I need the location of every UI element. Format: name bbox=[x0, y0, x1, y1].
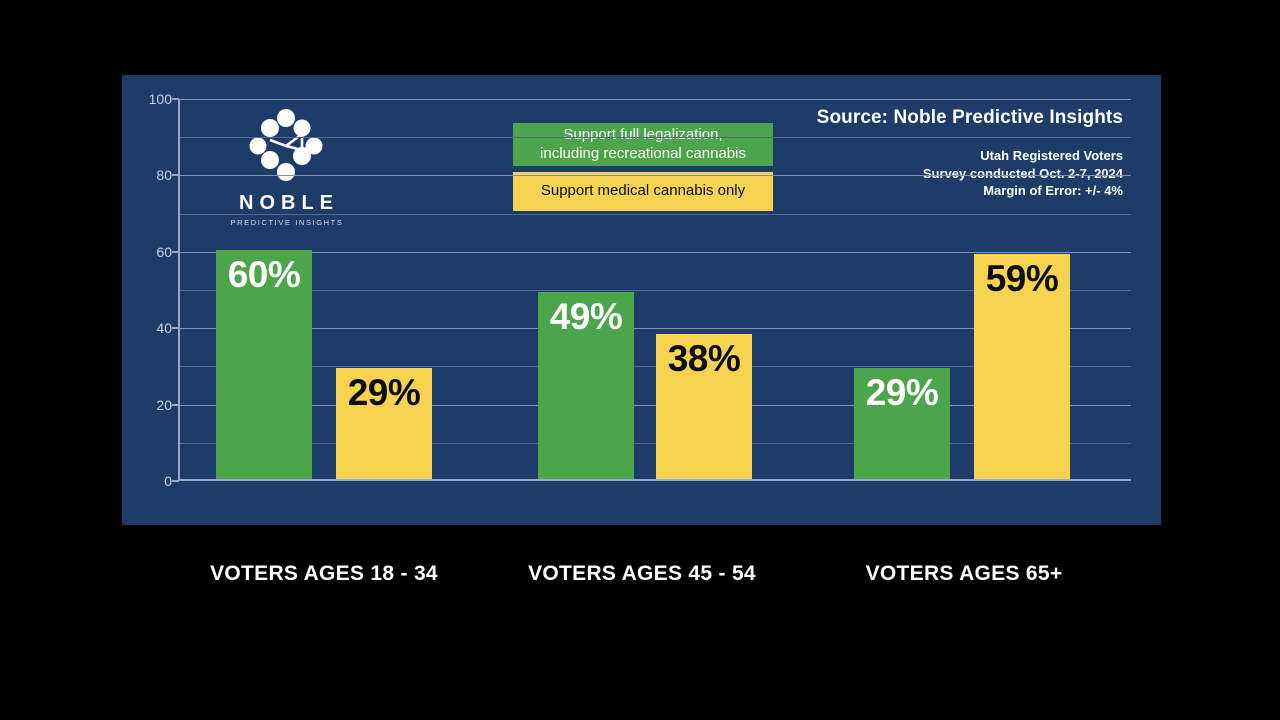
source-line-survey-dates: Survey conducted Oct. 2-7, 2024 bbox=[922, 165, 1123, 181]
logo-wordmark: NOBLE bbox=[239, 192, 339, 214]
y-tick-mark-60 bbox=[172, 250, 179, 253]
gridline-40 bbox=[178, 328, 1131, 330]
plot-area: 60% 29% 49% 38% 29% 59% bbox=[178, 99, 1131, 481]
category-label-45-54: VOTERS AGES 45 - 54 bbox=[528, 562, 756, 585]
bar-65-plus-full-legalization[interactable]: 29% bbox=[854, 368, 950, 479]
gridline-50 bbox=[178, 290, 1131, 291]
gridline-90 bbox=[178, 137, 1131, 139]
y-tick-mark-20 bbox=[172, 403, 179, 406]
bar-value-18-34-medical-only: 29% bbox=[347, 372, 421, 414]
gridline-80 bbox=[178, 175, 1131, 177]
y-axis-tick-labels: 0 20 40 60 80 100 bbox=[122, 91, 179, 489]
source-title: Source: Noble Predictive Insights bbox=[816, 107, 1123, 128]
source-line-margin-of-error: Margin of Error: +/- 4% bbox=[983, 183, 1123, 199]
bar-45-54-full-legalization[interactable]: 49% bbox=[538, 291, 634, 479]
legend-label-line1: Support full legalization, bbox=[563, 126, 723, 144]
y-tick-mark-0 bbox=[172, 480, 179, 482]
gridline-60 bbox=[178, 251, 1131, 253]
bar-value-18-34-full-legalization: 60% bbox=[227, 253, 301, 295]
bar-value-65-plus-full-legalization: 29% bbox=[865, 372, 939, 414]
bar-18-34-medical-only[interactable]: 29% bbox=[336, 368, 432, 479]
y-tick-0: 0 bbox=[164, 473, 172, 489]
y-tick-mark-80 bbox=[172, 174, 179, 177]
bar-45-54-medical-only[interactable]: 38% bbox=[656, 333, 752, 479]
logo-tagline: PREDICTIVE INSIGHTS bbox=[230, 218, 344, 227]
y-tick-mark-100 bbox=[172, 98, 179, 100]
bar-18-34-full-legalization[interactable]: 60% bbox=[216, 249, 312, 479]
chart-legend: Support full legalization, including rec… bbox=[513, 123, 773, 211]
source-line-population: Utah Registered Voters bbox=[980, 148, 1123, 163]
x-axis-line bbox=[178, 479, 1131, 481]
y-axis-line bbox=[178, 99, 180, 481]
category-label-65-plus: VOTERS AGES 65+ bbox=[865, 562, 1063, 585]
legend-label-full-legalization: Support full legalization, including rec… bbox=[540, 126, 746, 163]
source-block: Source: Noble Predictive Insights Utah R… bbox=[817, 107, 1123, 200]
y-tick-80: 80 bbox=[156, 167, 172, 184]
bar-value-45-54-medical-only: 38% bbox=[667, 337, 741, 379]
gridline-100 bbox=[178, 99, 1131, 100]
y-tick-60: 60 bbox=[156, 243, 172, 260]
y-tick-20: 20 bbox=[156, 396, 172, 413]
gridline-30 bbox=[178, 366, 1131, 368]
gridline-10 bbox=[178, 442, 1131, 444]
bar-value-65-plus-medical-only: 59% bbox=[985, 257, 1059, 299]
category-label-18-34: VOTERS AGES 18 - 34 bbox=[210, 562, 438, 585]
y-tick-100: 100 bbox=[148, 91, 172, 107]
legend-item-full-legalization[interactable]: Support full legalization, including rec… bbox=[513, 123, 773, 166]
gridline-20 bbox=[178, 404, 1131, 406]
y-tick-mark-40 bbox=[172, 327, 179, 330]
noble-network-logo-icon bbox=[249, 109, 323, 181]
noble-logo: NOBLE PREDICTIVE INSIGHTS bbox=[221, 104, 351, 227]
legend-label-line2: including recreational cannabis bbox=[540, 144, 746, 162]
gridline-70 bbox=[178, 213, 1131, 215]
legend-label-medical-only: Support medical cannabis only bbox=[540, 182, 746, 200]
bar-value-45-54-full-legalization: 49% bbox=[549, 295, 623, 337]
y-tick-40: 40 bbox=[156, 320, 172, 337]
chart-panel: NOBLE PREDICTIVE INSIGHTS Support full l… bbox=[122, 75, 1161, 585]
legend-item-medical-only[interactable]: Support medical cannabis only bbox=[513, 172, 773, 211]
bar-65-plus-medical-only[interactable]: 59% bbox=[974, 253, 1070, 479]
